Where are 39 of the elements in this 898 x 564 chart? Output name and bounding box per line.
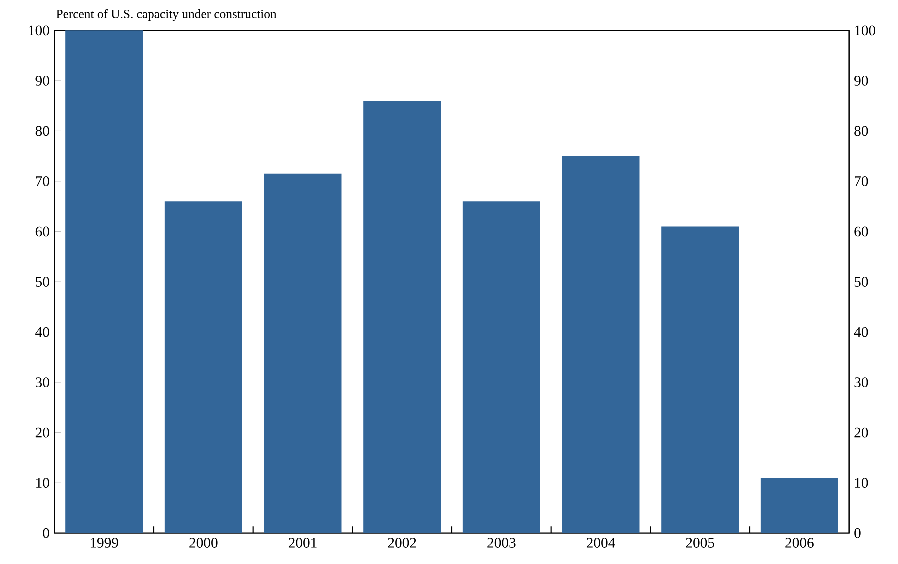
x-tick-label: 1999 bbox=[90, 538, 118, 548]
y2-tick-label: 50 bbox=[36, 277, 50, 287]
x-tick-label: 2000 bbox=[190, 538, 218, 548]
x-tick-label: 2004 bbox=[586, 538, 616, 548]
y2-tick-label: 60 bbox=[36, 226, 50, 237]
bar bbox=[364, 101, 442, 534]
bar bbox=[462, 202, 540, 534]
y-tick-label: 90 bbox=[854, 76, 868, 86]
y-tick-label: 20 bbox=[854, 428, 868, 438]
y-tick-label: 80 bbox=[854, 126, 868, 136]
y2-tick-label: 20 bbox=[36, 428, 50, 438]
y2-tick-label: 80 bbox=[36, 126, 50, 136]
y-tick-label: 60 bbox=[854, 226, 868, 237]
y-tick-label: 30 bbox=[854, 378, 868, 388]
y2-tick-label: 90 bbox=[36, 76, 50, 86]
x-tick-label: 2005 bbox=[686, 538, 714, 548]
x-tick-label: 2006 bbox=[786, 538, 814, 548]
y2-tick-label: 10 bbox=[36, 478, 50, 488]
bar bbox=[164, 202, 242, 534]
chart-title: Percent of U.S. capacity under construction bbox=[56, 9, 277, 22]
bar bbox=[662, 226, 740, 534]
y2-tick-label: 100 bbox=[29, 26, 50, 36]
y2-tick-label: 0 bbox=[43, 528, 50, 538]
y-tick-label: 50 bbox=[854, 277, 868, 287]
y2-tick-label: 70 bbox=[36, 176, 50, 186]
bar bbox=[562, 156, 640, 534]
bar bbox=[760, 478, 838, 534]
y-tick-label: 100 bbox=[855, 26, 876, 36]
y-tick-label: 0 bbox=[854, 528, 861, 538]
x-tick-label: 2003 bbox=[488, 538, 516, 548]
y-tick-label: 40 bbox=[854, 327, 868, 338]
bar bbox=[264, 174, 342, 534]
x-tick-label: 2001 bbox=[288, 538, 317, 548]
y-tick-label: 10 bbox=[855, 478, 868, 488]
bar bbox=[66, 30, 144, 534]
x-tick-label: 2002 bbox=[388, 538, 416, 548]
y2-tick-label: 40 bbox=[36, 327, 50, 338]
y2-tick-label: 30 bbox=[36, 378, 50, 388]
y-tick-label: 70 bbox=[855, 176, 868, 186]
